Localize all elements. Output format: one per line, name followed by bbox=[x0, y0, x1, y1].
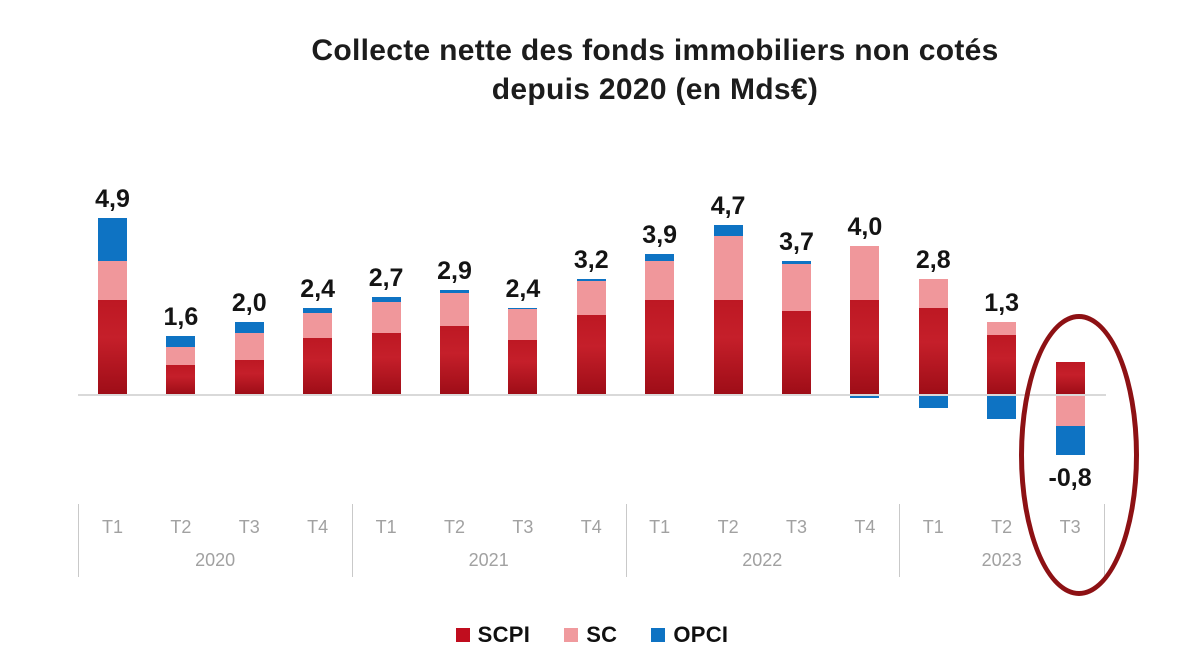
bar-segment-opci bbox=[782, 260, 811, 265]
bar-segment-scpi bbox=[440, 325, 469, 394]
bar-segment-sc bbox=[303, 313, 333, 339]
x-axis-year-label: 2020 bbox=[195, 550, 236, 570]
x-axis-quarter-label: T1 bbox=[101, 517, 123, 537]
x-axis-quarter-label: T3 bbox=[1059, 517, 1081, 537]
bar-total-label: 1,3 bbox=[984, 289, 1020, 317]
chart-title-line2: depuis 2020 (en Mds€) bbox=[491, 73, 819, 106]
x-axis-quarter-label: T4 bbox=[854, 517, 876, 537]
legend-label-scpi: SCPI bbox=[477, 622, 531, 647]
bar-segment-sc bbox=[987, 322, 1017, 335]
x-axis-year-label: 2022 bbox=[742, 550, 783, 570]
year-group-divider bbox=[1104, 504, 1106, 577]
bar-segment-sc bbox=[508, 309, 538, 340]
bar-segment-opci bbox=[371, 296, 401, 303]
bar-segment-scpi bbox=[987, 334, 1017, 394]
x-axis-quarter-label: T4 bbox=[307, 517, 329, 537]
bar-segment-opci bbox=[98, 217, 127, 261]
bar-total-label: 2,7 bbox=[368, 263, 404, 292]
sc-swatch-icon bbox=[564, 628, 579, 642]
bar-segment-opci bbox=[440, 289, 469, 294]
bar-segment-scpi bbox=[98, 300, 127, 394]
bar-total-label: 2,0 bbox=[231, 289, 267, 317]
bar-segment-scpi bbox=[850, 300, 880, 394]
year-group-divider bbox=[78, 504, 80, 577]
bar-total-label: 2,8 bbox=[915, 245, 951, 274]
bar-segment-opci bbox=[987, 394, 1017, 420]
bar-segment-sc bbox=[1055, 394, 1085, 427]
x-axis-line bbox=[78, 394, 1106, 396]
bar-segment-scpi bbox=[371, 332, 401, 394]
chart-title-line1: Collecte nette des fonds immobiliers non… bbox=[311, 34, 999, 67]
bar-segment-opci bbox=[713, 224, 743, 236]
x-axis-quarter-label: T2 bbox=[170, 517, 192, 537]
bar-segment-sc bbox=[440, 293, 469, 326]
bar-total-label: 2,9 bbox=[437, 256, 472, 285]
bar-segment-sc bbox=[850, 246, 880, 301]
bar-segment-scpi bbox=[1055, 361, 1085, 394]
bar-segment-sc bbox=[782, 264, 811, 312]
bar-segment-opci bbox=[166, 336, 196, 348]
x-axis-quarter-label: T4 bbox=[580, 517, 602, 537]
x-axis-year-label: 2023 bbox=[981, 550, 1022, 570]
bar-segment-opci bbox=[918, 394, 948, 409]
bar-segment-scpi bbox=[645, 300, 675, 394]
year-group-divider bbox=[625, 504, 627, 577]
bar-segment-sc bbox=[713, 235, 743, 301]
legend-item-sc: SC bbox=[564, 622, 617, 648]
bar-total-label: 3,7 bbox=[779, 227, 814, 256]
bar-total-label: 4,9 bbox=[95, 184, 130, 213]
bar-segment-scpi bbox=[508, 340, 538, 394]
legend-label-sc: SC bbox=[586, 622, 618, 647]
bar-segment-sc bbox=[371, 302, 401, 333]
legend-label-opci: OPCI bbox=[673, 622, 729, 647]
scpi-swatch-icon bbox=[455, 628, 470, 642]
bar-total-label: 4,0 bbox=[847, 213, 883, 242]
x-axis-quarter-label: T2 bbox=[443, 517, 465, 537]
bar-total-label: 4,7 bbox=[710, 191, 746, 220]
bar-total-label: 3,9 bbox=[642, 220, 678, 249]
bar-segment-scpi bbox=[782, 311, 811, 394]
bar-segment-opci bbox=[645, 253, 675, 261]
bar-total-label: 1,6 bbox=[163, 303, 199, 332]
bar-segment-sc bbox=[645, 260, 675, 301]
x-axis-year-label: 2021 bbox=[468, 550, 509, 570]
bar-segment-opci bbox=[303, 307, 333, 313]
bar-segment-scpi bbox=[918, 307, 948, 394]
bar-segment-scpi bbox=[576, 314, 606, 394]
bar-segment-scpi bbox=[234, 359, 264, 394]
x-axis-quarter-label: T1 bbox=[922, 517, 944, 537]
bar-total-label: 2,4 bbox=[505, 274, 541, 303]
opci-swatch-icon bbox=[651, 628, 666, 642]
bar-segment-sc bbox=[918, 278, 948, 308]
bar-segment-scpi bbox=[166, 365, 196, 394]
legend: SCPI SC OPCI bbox=[0, 622, 1184, 648]
x-axis-quarter-label: T1 bbox=[375, 517, 397, 537]
bar-total-label: -0,8 bbox=[1048, 464, 1092, 493]
bar-segment-sc bbox=[166, 347, 196, 366]
bar-segment-opci bbox=[1055, 426, 1085, 456]
year-group-divider bbox=[899, 504, 901, 577]
bar-segment-opci bbox=[576, 278, 606, 281]
bar-segment-sc bbox=[98, 260, 127, 301]
bar-segment-opci bbox=[234, 322, 264, 333]
x-axis-quarter-label: T3 bbox=[512, 517, 534, 537]
bar-segment-sc bbox=[576, 280, 606, 315]
x-axis-quarter-label: T3 bbox=[785, 517, 807, 537]
bar-segment-scpi bbox=[713, 300, 743, 394]
legend-item-scpi: SCPI bbox=[455, 622, 531, 648]
chart-title: Collecte nette des fonds immobiliers non… bbox=[130, 31, 1180, 109]
x-axis-quarter-label: T3 bbox=[238, 517, 260, 537]
year-group-divider bbox=[351, 504, 353, 577]
legend-item-opci: OPCI bbox=[651, 622, 728, 648]
bar-total-label: 2,4 bbox=[300, 274, 336, 303]
bar-segment-sc bbox=[234, 332, 264, 360]
x-axis-quarter-label: T1 bbox=[649, 517, 671, 537]
bar-segment-opci bbox=[508, 307, 538, 310]
bar-total-label: 3,2 bbox=[573, 245, 609, 274]
x-axis-quarter-label: T2 bbox=[717, 517, 739, 537]
x-axis-quarter-label: T2 bbox=[991, 517, 1013, 537]
bar-segment-scpi bbox=[303, 338, 333, 394]
